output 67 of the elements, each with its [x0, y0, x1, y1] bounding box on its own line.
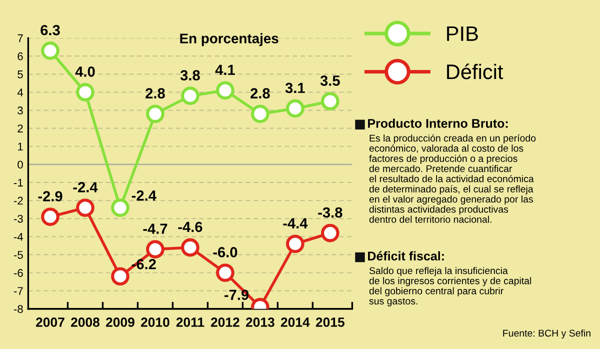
point: [181, 238, 200, 257]
data-label: 4.1: [215, 64, 235, 75]
data-label: -4.4: [283, 218, 308, 228]
y-tick-label: -3: [14, 214, 23, 223]
point: [76, 83, 94, 102]
point: [286, 99, 304, 118]
x-tick-label: 2009: [106, 318, 134, 327]
y-tick-label: -8: [14, 305, 23, 313]
legend-label: Déficit: [447, 64, 504, 80]
data-label: -2.9: [38, 191, 62, 202]
source-note: Fuente: BCH y Sefin: [503, 329, 590, 339]
point: [320, 224, 340, 242]
y-tick-label: 0: [18, 160, 23, 169]
data-label: 3.8: [180, 70, 200, 80]
point: [146, 104, 164, 124]
y-tick-label: 6: [18, 52, 23, 60]
chart-title: En porcentajes: [180, 33, 278, 46]
data-label: 6.3: [40, 24, 60, 36]
text: Saldo que refleja la insuficiencia de los ingresos corrientes y de capital del gobierno central para cubrir sus gastos.: [369, 266, 532, 306]
y-tick-label: 4: [17, 88, 24, 96]
x-tick-label: 2013: [246, 318, 274, 327]
y-tick-label: -4: [14, 233, 24, 241]
legend-label: PIB: [447, 26, 478, 41]
data-label: -7.9: [224, 290, 249, 300]
x-tick-label: 2011: [176, 318, 204, 327]
x-tick-label: 2014: [280, 318, 310, 327]
point: [41, 42, 60, 60]
y-tick-label: 2: [18, 124, 23, 132]
data-label: 3.1: [285, 82, 305, 94]
text: Es la producción creada en un período económico, valorada al costo de los factores de producción o a precios de mercado. Pretende cuantificar el resultado de la actividad económica de determinado país, el cual se refleja en el valor agregado generado por las distintas actividades productivas dentro del territorio nacional.: [369, 134, 536, 223]
y-tick-label: -5: [14, 251, 23, 259]
data-label: 2.8: [250, 88, 270, 98]
point: [111, 267, 130, 286]
x-tick-label: 2007: [36, 318, 64, 327]
y-tick-label: -2: [14, 196, 23, 205]
point: [216, 81, 234, 100]
point: [76, 198, 94, 217]
y-tick-label: -6: [14, 269, 23, 277]
point: [251, 104, 270, 124]
point: [111, 198, 130, 217]
y-tick-label: 3: [18, 106, 23, 114]
data-label: 3.5: [320, 76, 340, 86]
y-tick-label: -7: [14, 287, 23, 295]
data-label: 2.8: [146, 88, 165, 98]
x-tick-label: 2012: [210, 318, 240, 327]
text: Producto Interno Bruto:: [368, 118, 508, 128]
data-label: -3.8: [318, 207, 342, 218]
text: Déficit fiscal:: [368, 251, 444, 260]
data-label: -4.7: [143, 224, 168, 234]
point: [286, 234, 304, 254]
point: [216, 264, 234, 282]
x-tick-label: 2010: [140, 318, 170, 327]
point: [146, 240, 164, 258]
data-label: -2.4: [73, 182, 98, 192]
data-label: 4.0: [75, 66, 95, 77]
x-tick-label: 2008: [71, 318, 100, 327]
y-tick-label: -1: [14, 178, 23, 187]
y-tick-label: 7: [18, 34, 23, 42]
data-label: -4.6: [178, 222, 202, 232]
y-tick-label: 1: [18, 142, 23, 150]
point: [41, 208, 60, 226]
point: [320, 92, 340, 110]
data-label: -2.4: [132, 190, 156, 201]
y-tick-label: 5: [18, 70, 23, 78]
data-label: -6.0: [213, 247, 238, 258]
point: [181, 86, 200, 105]
x-tick-label: 2015: [316, 318, 344, 327]
